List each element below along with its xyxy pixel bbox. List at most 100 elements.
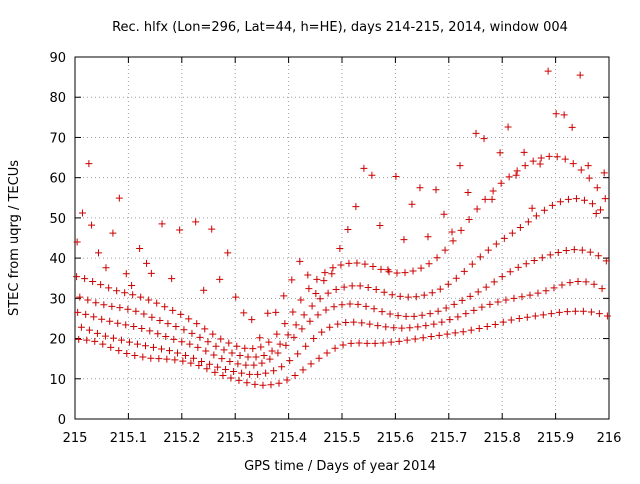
data-point-marker — [547, 310, 555, 318]
data-point-marker — [458, 296, 466, 304]
data-point-marker — [122, 321, 130, 329]
data-point-marker — [601, 195, 609, 203]
data-point-marker — [540, 206, 548, 214]
data-point-marker — [368, 171, 376, 179]
data-point-marker — [89, 277, 97, 285]
data-point-marker — [403, 336, 411, 344]
data-point-marker — [166, 347, 174, 355]
data-point-marker — [101, 332, 109, 340]
data-point-marker — [492, 240, 500, 248]
data-point-marker — [598, 285, 606, 293]
data-point-marker — [222, 366, 230, 374]
data-point-marker — [109, 229, 117, 237]
data-point-marker — [491, 320, 499, 328]
data-point-marker — [401, 269, 409, 277]
data-point-marker — [292, 321, 300, 329]
data-point-marker — [428, 289, 436, 297]
data-point-marker — [457, 226, 465, 234]
data-point-marker — [594, 252, 602, 260]
data-point-marker — [115, 194, 123, 202]
data-point-marker — [266, 355, 274, 363]
data-point-marker — [380, 288, 388, 296]
data-point-marker — [345, 259, 353, 267]
data-point-marker — [516, 224, 524, 232]
data-point-marker — [107, 343, 115, 351]
data-point-marker — [430, 320, 438, 328]
data-point-marker — [448, 228, 456, 236]
data-point-marker — [474, 288, 482, 296]
data-point-marker — [155, 355, 163, 363]
data-point-marker — [472, 129, 480, 137]
data-point-marker — [83, 336, 91, 344]
data-point-marker — [236, 351, 244, 359]
data-point-marker — [169, 306, 177, 314]
data-point-marker — [322, 306, 330, 314]
data-point-marker — [490, 278, 498, 286]
data-point-marker — [484, 246, 492, 254]
data-point-marker — [494, 298, 502, 306]
data-point-marker — [592, 209, 600, 217]
data-point-marker — [208, 225, 216, 233]
data-point-marker — [122, 270, 130, 278]
data-point-marker — [218, 355, 226, 363]
data-point-marker — [296, 257, 304, 265]
data-point-marker — [82, 310, 90, 318]
data-point-marker — [539, 311, 547, 319]
data-point-marker — [216, 275, 224, 283]
data-point-marker — [320, 277, 328, 285]
data-point-marker — [363, 339, 371, 347]
data-point-marker — [505, 173, 513, 181]
data-point-marker — [523, 313, 531, 321]
data-point-marker — [460, 267, 468, 275]
data-point-marker — [548, 201, 556, 209]
data-point-marker — [85, 160, 93, 168]
data-point-marker — [140, 310, 148, 318]
data-point-marker — [355, 339, 363, 347]
data-point-marker — [596, 206, 604, 214]
data-point-marker — [81, 275, 89, 283]
data-point-marker — [210, 351, 218, 359]
data-point-marker — [561, 155, 569, 163]
data-point-marker — [488, 195, 496, 203]
data-point-marker — [170, 335, 178, 343]
data-point-marker — [402, 312, 410, 320]
data-point-marker — [518, 293, 526, 301]
data-point-marker — [443, 330, 451, 338]
data-point-marker — [483, 322, 491, 330]
x-tick-label: 215.7 — [430, 431, 467, 446]
data-point-marker — [531, 312, 539, 320]
data-point-marker — [162, 333, 170, 341]
data-point-marker — [427, 333, 435, 341]
data-point-marker — [476, 253, 484, 261]
data-point-marker — [97, 281, 105, 289]
data-point-marker — [468, 260, 476, 268]
data-point-marker — [571, 307, 579, 315]
data-point-marker — [537, 154, 545, 162]
data-point-marker — [195, 362, 203, 370]
data-point-marker — [512, 171, 520, 179]
data-point-marker — [73, 273, 81, 281]
data-point-marker — [388, 291, 396, 299]
data-point-marker — [473, 205, 481, 213]
data-point-marker — [379, 339, 387, 347]
data-point-marker — [392, 172, 400, 180]
data-point-marker — [106, 317, 114, 325]
data-point-marker — [302, 342, 310, 350]
data-point-marker — [176, 226, 184, 234]
data-point-marker — [304, 271, 312, 279]
data-point-marker — [240, 309, 248, 317]
data-point-marker — [572, 195, 580, 203]
data-point-marker — [393, 269, 401, 277]
data-point-marker — [272, 308, 280, 316]
data-point-marker — [520, 148, 528, 156]
data-point-marker — [560, 111, 568, 119]
data-point-marker — [174, 349, 182, 357]
data-point-marker — [480, 135, 488, 143]
data-point-marker — [252, 353, 260, 361]
data-point-marker — [374, 322, 382, 330]
data-point-marker — [409, 267, 417, 275]
data-point-marker — [259, 381, 267, 389]
data-point-marker — [203, 365, 211, 373]
data-point-marker — [331, 344, 339, 352]
